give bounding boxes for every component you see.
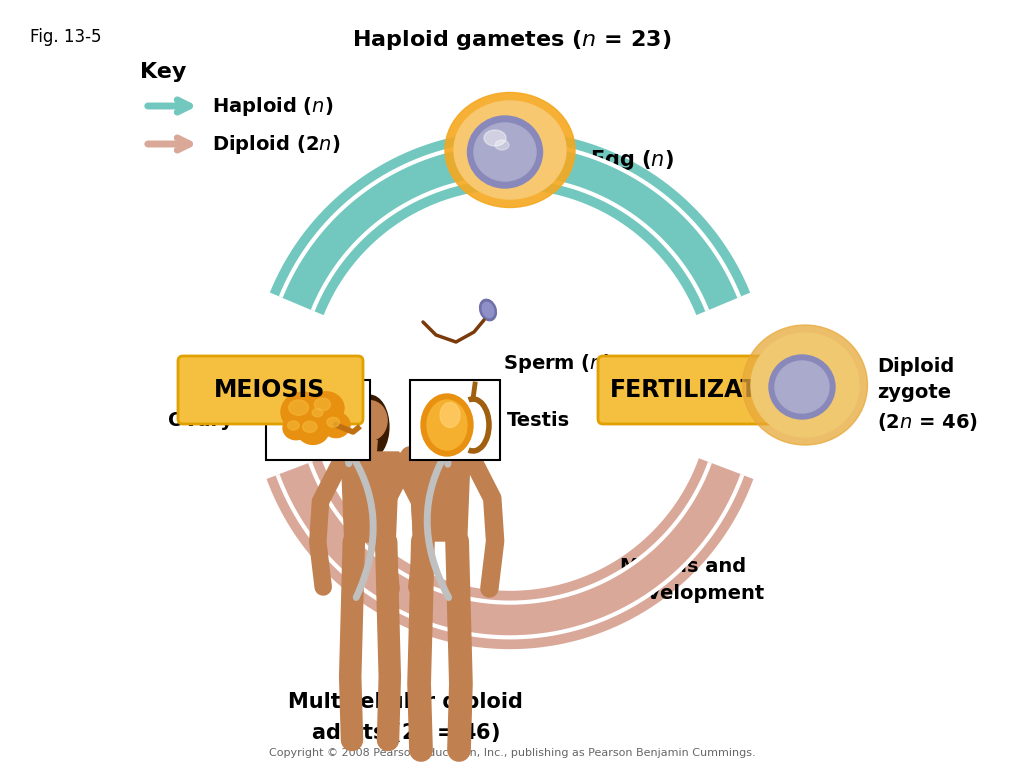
Ellipse shape xyxy=(427,400,467,450)
Polygon shape xyxy=(341,452,398,542)
Ellipse shape xyxy=(495,140,509,150)
Polygon shape xyxy=(362,440,377,452)
Ellipse shape xyxy=(422,392,458,434)
Ellipse shape xyxy=(308,392,344,424)
Ellipse shape xyxy=(468,116,543,188)
Text: Diploid (2$n$): Diploid (2$n$) xyxy=(212,133,340,155)
Text: Mitosis and
development: Mitosis and development xyxy=(620,558,764,603)
Text: Egg ($n$): Egg ($n$) xyxy=(590,148,674,172)
Ellipse shape xyxy=(353,401,387,440)
Ellipse shape xyxy=(303,421,317,432)
Ellipse shape xyxy=(289,400,308,415)
Ellipse shape xyxy=(440,402,460,428)
Text: Sperm ($n$): Sperm ($n$) xyxy=(503,352,611,375)
Ellipse shape xyxy=(281,392,325,432)
Ellipse shape xyxy=(769,355,835,419)
Bar xyxy=(266,380,370,460)
Ellipse shape xyxy=(312,409,323,417)
Ellipse shape xyxy=(314,398,331,411)
Text: Haploid ($n$): Haploid ($n$) xyxy=(212,94,334,118)
Text: Haploid gametes ($n$ = 23): Haploid gametes ($n$ = 23) xyxy=(352,28,672,52)
Text: Fig. 13-5: Fig. 13-5 xyxy=(30,28,101,46)
Polygon shape xyxy=(432,434,447,446)
Ellipse shape xyxy=(775,361,829,413)
Ellipse shape xyxy=(288,421,299,430)
Text: Testis: Testis xyxy=(507,411,570,429)
Text: Copyright © 2008 Pearson Education, Inc., publishing as Pearson Benjamin Cumming: Copyright © 2008 Pearson Education, Inc.… xyxy=(268,748,756,758)
Bar xyxy=(410,380,500,460)
Text: Multicellular diploid
adults (2$n$ = 46): Multicellular diploid adults (2$n$ = 46) xyxy=(288,692,522,744)
Ellipse shape xyxy=(327,417,340,427)
Ellipse shape xyxy=(751,333,859,437)
Ellipse shape xyxy=(454,101,566,199)
Text: Ovary: Ovary xyxy=(168,411,233,429)
Ellipse shape xyxy=(484,130,506,146)
Text: FERTILIZATION: FERTILIZATION xyxy=(610,378,806,402)
Ellipse shape xyxy=(297,415,329,445)
Text: Key: Key xyxy=(140,62,186,82)
Ellipse shape xyxy=(351,396,389,458)
Ellipse shape xyxy=(423,390,457,416)
Text: Diploid
zygote
(2$n$ = 46): Diploid zygote (2$n$ = 46) xyxy=(877,357,978,433)
Ellipse shape xyxy=(482,303,494,318)
Text: MEIOSIS: MEIOSIS xyxy=(214,378,326,402)
FancyBboxPatch shape xyxy=(178,356,362,424)
Ellipse shape xyxy=(474,123,536,181)
Ellipse shape xyxy=(283,416,309,440)
Polygon shape xyxy=(410,446,470,541)
Ellipse shape xyxy=(322,412,350,438)
FancyBboxPatch shape xyxy=(598,356,818,424)
Ellipse shape xyxy=(445,92,575,207)
Ellipse shape xyxy=(421,394,473,456)
Ellipse shape xyxy=(742,325,867,445)
Ellipse shape xyxy=(308,404,332,425)
Ellipse shape xyxy=(479,300,497,321)
